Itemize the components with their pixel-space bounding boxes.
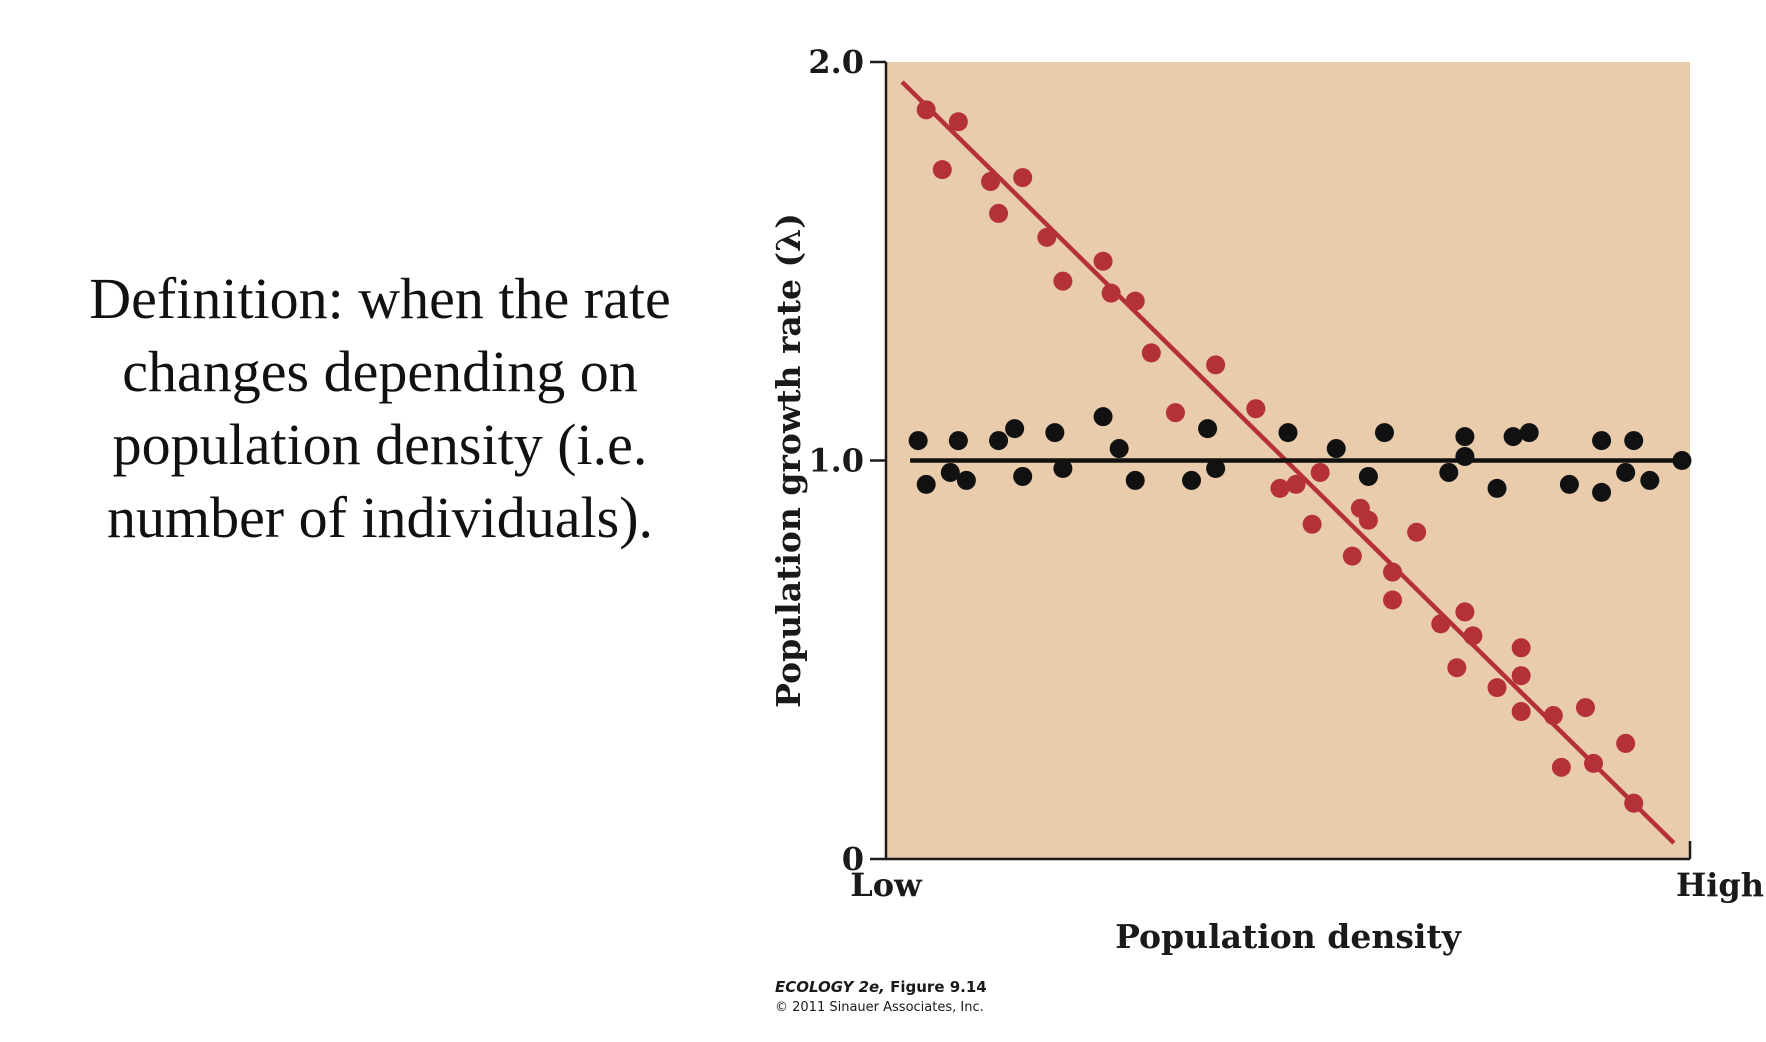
data-point <box>1616 462 1636 482</box>
y-tick-label: 1.0 <box>808 442 864 480</box>
data-point <box>1198 419 1218 439</box>
data-point <box>956 470 976 490</box>
data-point <box>1575 698 1595 718</box>
data-point <box>1519 423 1539 443</box>
x-tick-label-high: High <box>1676 866 1764 904</box>
y-axis-title: Population growth rate (λ) <box>769 213 808 708</box>
data-point <box>1141 343 1161 363</box>
data-point <box>1093 407 1113 427</box>
data-point <box>1559 474 1579 494</box>
credit-figure-number: Figure 9.14 <box>884 978 987 996</box>
data-point <box>1640 470 1660 490</box>
data-point <box>1358 510 1378 530</box>
data-point <box>1182 470 1202 490</box>
data-point <box>1310 462 1330 482</box>
data-point <box>1045 423 1065 443</box>
data-point <box>948 112 968 132</box>
data-point <box>1374 423 1394 443</box>
data-point <box>1286 474 1306 494</box>
data-point <box>1109 439 1129 459</box>
data-point <box>932 160 952 180</box>
data-point <box>1037 227 1057 247</box>
data-point <box>1511 702 1531 722</box>
y-tick-label: 2.0 <box>808 43 864 81</box>
data-point <box>989 203 1009 223</box>
data-point <box>1503 427 1523 447</box>
data-point <box>1455 427 1475 447</box>
credit-book-title: ECOLOGY 2e, <box>775 978 885 996</box>
data-point <box>1624 793 1644 813</box>
data-point <box>1584 753 1604 773</box>
y-ticks-group: 0 1.0 2.0 <box>808 43 886 878</box>
data-point <box>916 474 936 494</box>
data-point <box>1302 514 1322 534</box>
data-point <box>1447 658 1467 678</box>
data-point <box>1342 546 1362 566</box>
data-point <box>1551 757 1571 777</box>
data-point <box>1383 590 1403 610</box>
data-point <box>1053 271 1073 291</box>
data-point <box>1005 419 1025 439</box>
data-point <box>1013 168 1033 188</box>
data-point <box>1592 482 1612 502</box>
data-point <box>1431 614 1451 634</box>
series-layer <box>900 80 1692 845</box>
data-point <box>1013 466 1033 486</box>
data-point <box>1439 462 1459 482</box>
data-point <box>1358 466 1378 486</box>
data-point <box>1455 447 1475 467</box>
data-point <box>1407 522 1427 542</box>
data-point <box>1511 638 1531 658</box>
data-point <box>1624 431 1644 451</box>
data-point <box>1093 251 1113 271</box>
data-point <box>1206 355 1226 375</box>
definition-text: Definition: when the rate changes depend… <box>89 266 671 550</box>
series-1 <box>908 407 1692 502</box>
data-point <box>1125 470 1145 490</box>
data-point <box>1592 431 1612 451</box>
y-tick-label: 0 <box>842 840 864 878</box>
data-point <box>1278 423 1298 443</box>
data-point <box>1206 458 1226 478</box>
data-point <box>981 172 1001 192</box>
data-point <box>1455 602 1475 622</box>
data-point <box>1246 399 1266 419</box>
data-point <box>1383 562 1403 582</box>
data-point <box>1616 733 1636 753</box>
figure-credit-title: ECOLOGY 2e, Figure 9.14 <box>775 978 987 996</box>
data-point <box>916 100 936 120</box>
data-point <box>1672 451 1692 470</box>
data-point <box>1165 403 1185 423</box>
figure-copyright: © 2011 Sinauer Associates, Inc. <box>775 1000 984 1015</box>
data-point <box>948 431 968 451</box>
data-point <box>1543 706 1563 726</box>
data-point <box>940 462 960 482</box>
data-point <box>1053 458 1073 478</box>
data-point <box>1101 283 1121 303</box>
x-axis-title: Population density <box>1115 917 1462 956</box>
data-point <box>1270 478 1290 498</box>
data-point <box>1326 439 1346 459</box>
data-point <box>1125 291 1145 311</box>
data-point <box>1487 478 1507 498</box>
data-point <box>989 431 1009 451</box>
data-point <box>908 431 928 451</box>
x-ticks-group: Low High <box>850 866 1764 904</box>
data-point <box>1463 626 1483 646</box>
x-tick-label-low: Low <box>850 866 923 904</box>
data-point <box>1511 666 1531 686</box>
data-point <box>1487 678 1507 698</box>
